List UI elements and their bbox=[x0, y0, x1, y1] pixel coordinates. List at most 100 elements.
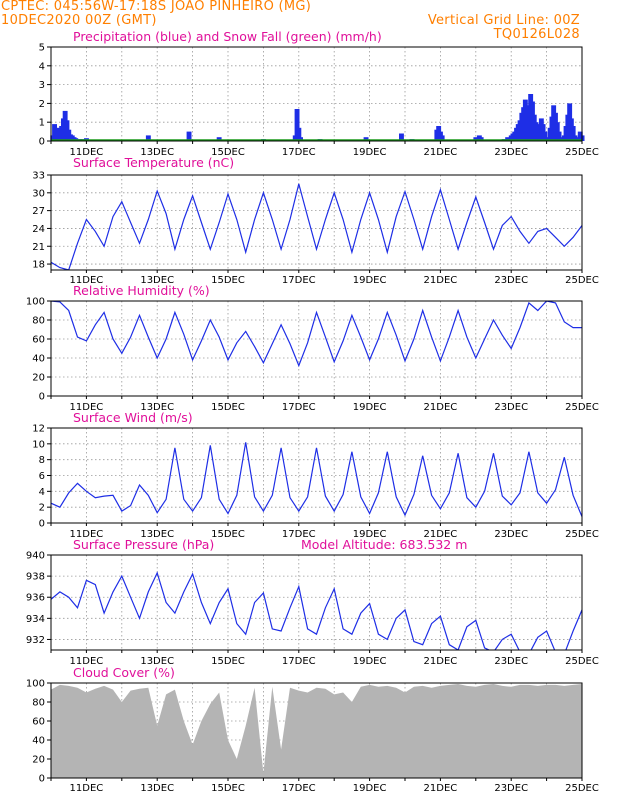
y-tick-label: 21 bbox=[32, 242, 45, 253]
x-date-label: 21DEC bbox=[424, 402, 458, 413]
x-date-label: 11DEC bbox=[70, 656, 104, 667]
x-date-label: 23DEC bbox=[494, 147, 528, 158]
precip-bar bbox=[145, 135, 151, 141]
x-date-label: 13DEC bbox=[140, 529, 174, 540]
precip-bar bbox=[473, 137, 479, 141]
precip-bar bbox=[572, 135, 578, 141]
y-tick-label: 12 bbox=[32, 424, 45, 435]
station-header: CPTEC: 045:56W-17:18S JOAO PINHEIRO (MG) bbox=[1, 0, 312, 14]
precip-bar bbox=[439, 135, 445, 141]
x-date-label: 11DEC bbox=[70, 147, 104, 158]
x-date-label: 21DEC bbox=[424, 783, 458, 794]
y-tick-label: 938 bbox=[26, 572, 45, 583]
x-date-label: 23DEC bbox=[494, 656, 528, 667]
precip-bar bbox=[399, 133, 404, 141]
precip-bar bbox=[544, 137, 550, 141]
y-tick-label: 0 bbox=[39, 137, 45, 148]
pres-frame bbox=[50, 554, 583, 651]
y-tick-label: 2 bbox=[39, 99, 45, 110]
x-date-label: 21DEC bbox=[424, 656, 458, 667]
wind-frame bbox=[50, 427, 583, 524]
precip-bar bbox=[363, 137, 369, 141]
x-date-label: 15DEC bbox=[211, 402, 245, 413]
temp-line bbox=[51, 183, 582, 270]
y-tick-label: 100 bbox=[26, 297, 45, 308]
y-tick-label: 4 bbox=[39, 487, 45, 498]
x-date-label: 25DEC bbox=[565, 275, 599, 286]
x-date-label: 13DEC bbox=[140, 783, 174, 794]
x-date-label: 15DEC bbox=[211, 656, 245, 667]
x-date-label: 19DEC bbox=[353, 656, 387, 667]
x-date-label: 21DEC bbox=[424, 147, 458, 158]
y-tick-label: 40 bbox=[32, 736, 45, 747]
x-date-label: 19DEC bbox=[353, 783, 387, 794]
precip-bar bbox=[216, 137, 222, 141]
y-tick-label: 934 bbox=[26, 614, 45, 625]
model-id: TQ0126L028 bbox=[493, 27, 580, 42]
x-date-label: 11DEC bbox=[70, 783, 104, 794]
y-tick-label: 20 bbox=[32, 373, 45, 384]
x-date-label: 19DEC bbox=[353, 147, 387, 158]
x-date-label: 25DEC bbox=[565, 147, 599, 158]
temp-title: Surface Temperature (nC) bbox=[73, 155, 234, 170]
x-date-label: 21DEC bbox=[424, 529, 458, 540]
x-date-label: 19DEC bbox=[353, 275, 387, 286]
y-tick-label: 940 bbox=[26, 551, 45, 562]
y-tick-label: 80 bbox=[32, 698, 45, 709]
precip-frame bbox=[50, 46, 583, 142]
x-date-label: 15DEC bbox=[211, 275, 245, 286]
y-tick-label: 30 bbox=[32, 188, 45, 199]
precip-bar bbox=[505, 137, 511, 141]
y-tick-label: 3 bbox=[39, 80, 45, 91]
x-date-label: 13DEC bbox=[140, 275, 174, 286]
x-date-label: 13DEC bbox=[140, 147, 174, 158]
y-tick-label: 24 bbox=[32, 224, 45, 235]
y-tick-label: 4 bbox=[39, 61, 45, 72]
rh-title: Relative Humidity (%) bbox=[73, 283, 210, 298]
y-tick-label: 8 bbox=[39, 455, 45, 466]
y-tick-label: 40 bbox=[32, 354, 45, 365]
x-date-label: 15DEC bbox=[211, 147, 245, 158]
wind-line bbox=[51, 442, 582, 517]
x-date-label: 19DEC bbox=[353, 402, 387, 413]
y-tick-label: 5 bbox=[39, 43, 45, 54]
precip-title: Precipitation (blue) and Snow Fall (gree… bbox=[73, 29, 382, 44]
y-tick-label: 0 bbox=[39, 774, 45, 785]
x-date-label: 11DEC bbox=[70, 529, 104, 540]
x-date-label: 23DEC bbox=[494, 275, 528, 286]
rh-frame bbox=[50, 300, 583, 397]
y-tick-label: 27 bbox=[32, 206, 45, 217]
precip-bar bbox=[558, 137, 564, 141]
x-date-label: 17DEC bbox=[282, 147, 316, 158]
precip-bar bbox=[478, 137, 484, 141]
precip-bar bbox=[186, 131, 192, 141]
y-tick-label: 932 bbox=[26, 635, 45, 646]
wind-title: Surface Wind (m/s) bbox=[73, 410, 193, 425]
rh-line bbox=[51, 301, 582, 368]
x-date-label: 21DEC bbox=[424, 275, 458, 286]
y-tick-label: 80 bbox=[32, 316, 45, 327]
x-date-label: 25DEC bbox=[565, 783, 599, 794]
x-date-label: 17DEC bbox=[282, 783, 316, 794]
pres-title: Surface Pressure (hPa) bbox=[73, 537, 214, 552]
precip-bar bbox=[298, 137, 303, 141]
x-date-label: 15DEC bbox=[211, 529, 245, 540]
y-tick-label: 0 bbox=[39, 519, 45, 530]
x-date-label: 17DEC bbox=[282, 529, 316, 540]
model-altitude: Model Altitude: 683.532 m bbox=[301, 537, 467, 552]
y-tick-label: 6 bbox=[39, 471, 45, 482]
precip-bar bbox=[570, 126, 576, 141]
y-tick-label: 18 bbox=[32, 260, 45, 271]
precip-bar bbox=[294, 109, 300, 141]
y-tick-label: 33 bbox=[32, 171, 45, 182]
y-tick-label: 1 bbox=[39, 118, 45, 129]
x-date-label: 17DEC bbox=[282, 275, 316, 286]
x-date-label: 17DEC bbox=[282, 402, 316, 413]
x-date-label: 15DEC bbox=[211, 783, 245, 794]
x-date-label: 11DEC bbox=[70, 402, 104, 413]
cloud-cover-area bbox=[51, 684, 582, 778]
x-date-label: 25DEC bbox=[565, 529, 599, 540]
y-tick-label: 10 bbox=[32, 439, 45, 450]
y-tick-label: 2 bbox=[39, 503, 45, 514]
